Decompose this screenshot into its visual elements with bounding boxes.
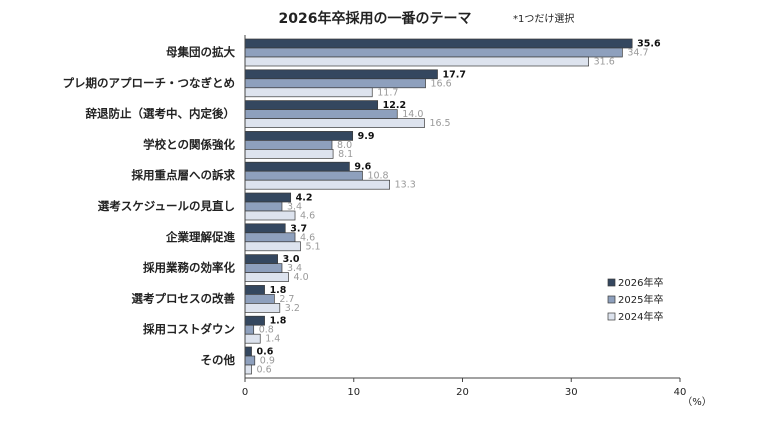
bar-2024年卒-8 (244, 303, 281, 313)
category-label: 採用重点層への訴求 (132, 168, 236, 182)
value-label: 2.7 (279, 294, 294, 305)
value-label: 4.2 (296, 193, 313, 204)
value-label: 13.3 (395, 180, 416, 191)
value-label: 3.0 (283, 254, 300, 265)
category-label: 辞退防止（選考中、内定後） (86, 107, 236, 121)
bars-group (244, 38, 633, 375)
value-label: 0.8 (259, 325, 274, 336)
category-label: その他 (201, 353, 236, 367)
value-label: 0.9 (260, 356, 275, 367)
category-label: 選考スケジュールの見直し (98, 199, 235, 213)
value-label: 8.1 (338, 149, 353, 160)
bar-2025年卒-2 (244, 109, 398, 119)
value-label: 16.6 (431, 78, 452, 89)
x-unit-label: （%） (682, 396, 712, 408)
category-label: 学校との関係強化 (143, 137, 235, 151)
value-label: 1.8 (270, 285, 287, 296)
category-label: 選考プロセスの改善 (132, 291, 236, 305)
legend-swatch (607, 312, 616, 321)
x-tick-label: 20 (456, 387, 469, 398)
value-label: 4.6 (300, 232, 315, 243)
bar-2024年卒-6 (244, 241, 301, 252)
bar-2026年卒-7 (244, 254, 278, 264)
bar-2025年卒-7 (244, 263, 283, 273)
bar-2026年卒-8 (244, 285, 265, 295)
bar-2025年卒-10 (244, 355, 256, 366)
bar-2025年卒-6 (244, 232, 296, 243)
value-label: 34.7 (627, 48, 648, 59)
bar-2024年卒-10 (244, 364, 252, 375)
bar-2026年卒-5 (244, 192, 292, 203)
value-label: 31.6 (594, 57, 615, 68)
x-tick-label: 10 (347, 387, 360, 398)
bar-2025年卒-3 (244, 140, 333, 150)
bar-2025年卒-5 (244, 201, 283, 212)
value-labels-group: 35.634.7 31.6 17.716.6 11.7 12.214.0 16.5 9.9 8… (257, 39, 661, 376)
category-label: 企業理解促進 (165, 230, 235, 244)
value-label: 3.2 (285, 303, 300, 314)
category-label: 採用コストダウン (143, 322, 235, 336)
value-label: 11.7 (377, 87, 398, 98)
bar-2025年卒-4 (244, 170, 363, 181)
value-label: 35.6 (637, 39, 661, 50)
legend-swatch (607, 278, 616, 287)
bar-2026年卒-0 (244, 38, 633, 49)
bar-2024年卒-0 (244, 56, 589, 67)
bar-2026年卒-2 (244, 100, 379, 110)
x-axis: 0 10 20 30 40（%） (242, 35, 712, 408)
legend-swatch (607, 295, 616, 304)
bar-2025年卒-0 (244, 47, 623, 58)
legend-label: 2025年卒 (618, 293, 663, 306)
bar-2026年卒-1 (244, 69, 438, 80)
chart-title: 2026年卒採用の一番のテーマ (279, 10, 472, 27)
legend-label: 2026年卒 (618, 276, 663, 289)
value-label: 17.7 (442, 69, 465, 80)
category-label: プレ期のアプローチ・つなぎとめ (63, 76, 236, 90)
bar-2024年卒-7 (244, 272, 289, 282)
legend-label: 2024年卒 (618, 310, 663, 323)
bar-2025年卒-1 (244, 78, 426, 89)
bar-2024年卒-3 (244, 149, 334, 159)
value-label: 3.4 (287, 202, 302, 213)
value-label: 8.0 (337, 140, 352, 151)
category-label: 母集団の拡大 (166, 45, 235, 59)
value-label: 1.8 (270, 316, 287, 327)
x-tick-label: 0 (242, 387, 248, 398)
value-label: 0.6 (257, 365, 272, 376)
value-label: 5.1 (305, 241, 320, 252)
value-label: 10.8 (367, 171, 388, 182)
value-label: 4.0 (294, 272, 309, 283)
value-label: 9.6 (354, 162, 371, 173)
bar-2026年卒-4 (244, 161, 350, 172)
category-label: 採用業務の効率化 (143, 261, 235, 275)
value-label: 9.9 (358, 131, 375, 142)
value-label: 3.4 (287, 263, 302, 274)
value-label: 16.5 (429, 118, 450, 129)
value-label: 14.0 (402, 109, 423, 120)
value-label: 3.7 (290, 223, 307, 234)
x-tick-label: 30 (565, 387, 578, 398)
legend: 2026年卒 2025年卒 2024年卒 (607, 276, 663, 323)
value-label: 4.6 (300, 211, 315, 222)
value-label: 1.4 (265, 334, 280, 345)
x-tick-label: 40 (674, 387, 687, 398)
bar-2026年卒-10 (244, 346, 252, 357)
value-label: 12.2 (383, 100, 406, 111)
bar-2024年卒-2 (244, 118, 425, 128)
bar-2025年卒-9 (244, 324, 255, 335)
chart-note: *1つだけ選択 (513, 12, 574, 25)
value-label: 0.6 (257, 347, 274, 358)
bar-2026年卒-6 (244, 223, 286, 234)
bar-2024年卒-1 (244, 87, 373, 98)
